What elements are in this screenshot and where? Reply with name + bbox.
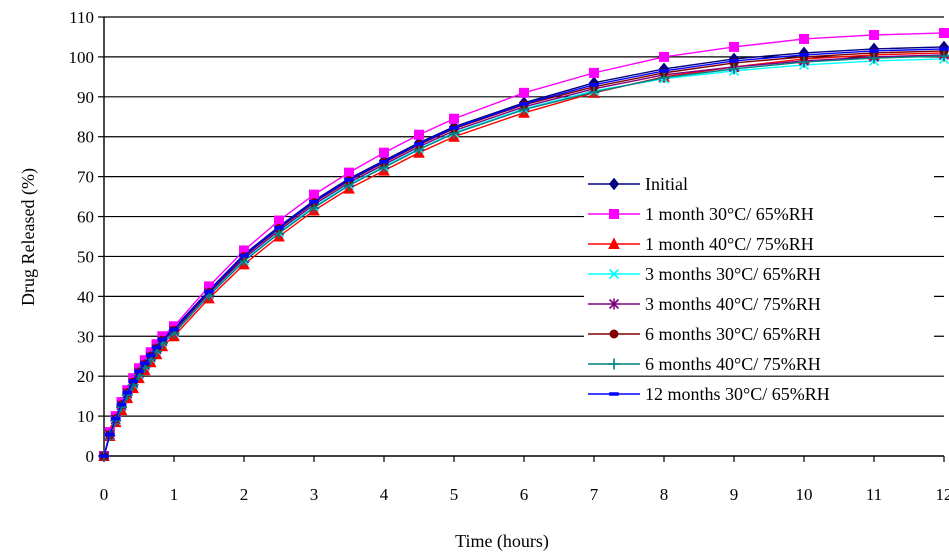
data-point [117, 403, 126, 406]
legend-label: 6 months 40°C/ 75%RH [645, 354, 821, 374]
x-tick-label: 7 [590, 485, 599, 504]
data-point [158, 338, 167, 341]
data-point [310, 200, 319, 203]
data-point [870, 49, 879, 52]
data-point [345, 178, 354, 181]
data-point [380, 160, 389, 163]
legend-entry-bg [584, 171, 934, 195]
data-point [140, 362, 149, 365]
x-tick-label: 0 [100, 485, 109, 504]
data-point [111, 417, 120, 420]
data-point [275, 216, 284, 225]
x-tick-label: 10 [796, 485, 813, 504]
legend: Initial 1 month 30°C/ 65%RH 1 month 40°C/ … [584, 171, 934, 405]
legend-label: 1 month 30°C/ 65%RH [645, 204, 814, 224]
y-tick-label: 40 [77, 287, 94, 306]
data-point [100, 455, 109, 458]
legend-entry: 3 months 40°C/ 75%RH [584, 291, 934, 315]
data-point [415, 130, 424, 139]
y-tick-label: 20 [77, 367, 94, 386]
legend-entry: Initial [584, 171, 934, 195]
legend-entry: 3 months 30°C/ 65%RH [584, 261, 934, 285]
y-tick-label: 80 [77, 128, 94, 147]
x-tick-label: 2 [240, 485, 249, 504]
legend-entry: 6 months 40°C/ 75%RH [584, 351, 934, 375]
x-tick-label: 11 [866, 485, 882, 504]
data-point [800, 34, 809, 43]
data-point [870, 30, 879, 39]
x-tick-label: 3 [310, 485, 319, 504]
legend-marker [610, 210, 619, 219]
legend-label: 3 months 30°C/ 65%RH [645, 264, 821, 284]
data-point [590, 68, 599, 77]
data-point [730, 42, 739, 51]
data-point [800, 53, 809, 56]
data-point [170, 328, 179, 331]
x-tick-label: 6 [520, 485, 529, 504]
data-point [590, 83, 599, 86]
legend-label: 6 months 30°C/ 65%RH [645, 324, 821, 344]
y-tick-label: 50 [77, 247, 94, 266]
data-point [940, 47, 949, 50]
data-point [520, 88, 529, 97]
data-point [660, 52, 669, 61]
data-point [415, 142, 424, 145]
data-point [275, 226, 284, 229]
x-tick-label: 8 [660, 485, 669, 504]
y-tick-label: 100 [69, 48, 95, 67]
data-point [205, 290, 214, 293]
legend-marker [610, 330, 618, 338]
y-axis-title: Drug Released (%) [18, 168, 39, 306]
legend-entry: 1 month 40°C/ 75%RH [584, 231, 934, 255]
x-tick-label: 4 [380, 485, 389, 504]
data-point [450, 114, 459, 123]
x-tick-label: 1 [170, 485, 179, 504]
legend-entry: 12 months 30°C/ 65%RH [584, 381, 934, 405]
y-tick-label: 30 [77, 327, 94, 346]
legend-label: 3 months 40°C/ 75%RH [645, 294, 821, 314]
data-point [450, 126, 459, 129]
data-point [129, 380, 138, 383]
legend-entry: 1 month 30°C/ 65%RH [584, 201, 934, 225]
data-point [152, 346, 161, 349]
data-point [135, 370, 144, 373]
y-tick-label: 60 [77, 208, 94, 227]
legend-label: 1 month 40°C/ 75%RH [645, 234, 814, 254]
legend-entry: 6 months 30°C/ 65%RH [584, 321, 934, 345]
data-point [105, 433, 114, 436]
data-point [660, 69, 669, 72]
data-point [310, 190, 319, 199]
data-point [940, 28, 949, 37]
data-point [380, 148, 389, 157]
x-tick-label: 5 [450, 485, 459, 504]
y-tick-label: 90 [77, 88, 94, 107]
data-point [520, 103, 529, 106]
x-axis-title: Time (hours) [455, 531, 549, 552]
legend-label: 12 months 30°C/ 65%RH [645, 384, 830, 404]
data-point [730, 59, 739, 62]
legend-label: Initial [645, 174, 688, 194]
y-tick-label: 70 [77, 168, 94, 187]
x-tick-label: 12 [936, 485, 949, 504]
y-tick-label: 0 [86, 447, 95, 466]
x-tick-label: 9 [730, 485, 739, 504]
data-point [123, 391, 132, 394]
legend-marker [610, 393, 619, 396]
data-point [345, 168, 354, 177]
y-tick-label: 10 [77, 407, 94, 426]
data-point [146, 354, 155, 357]
data-point [240, 254, 249, 257]
y-tick-label: 110 [69, 8, 94, 27]
